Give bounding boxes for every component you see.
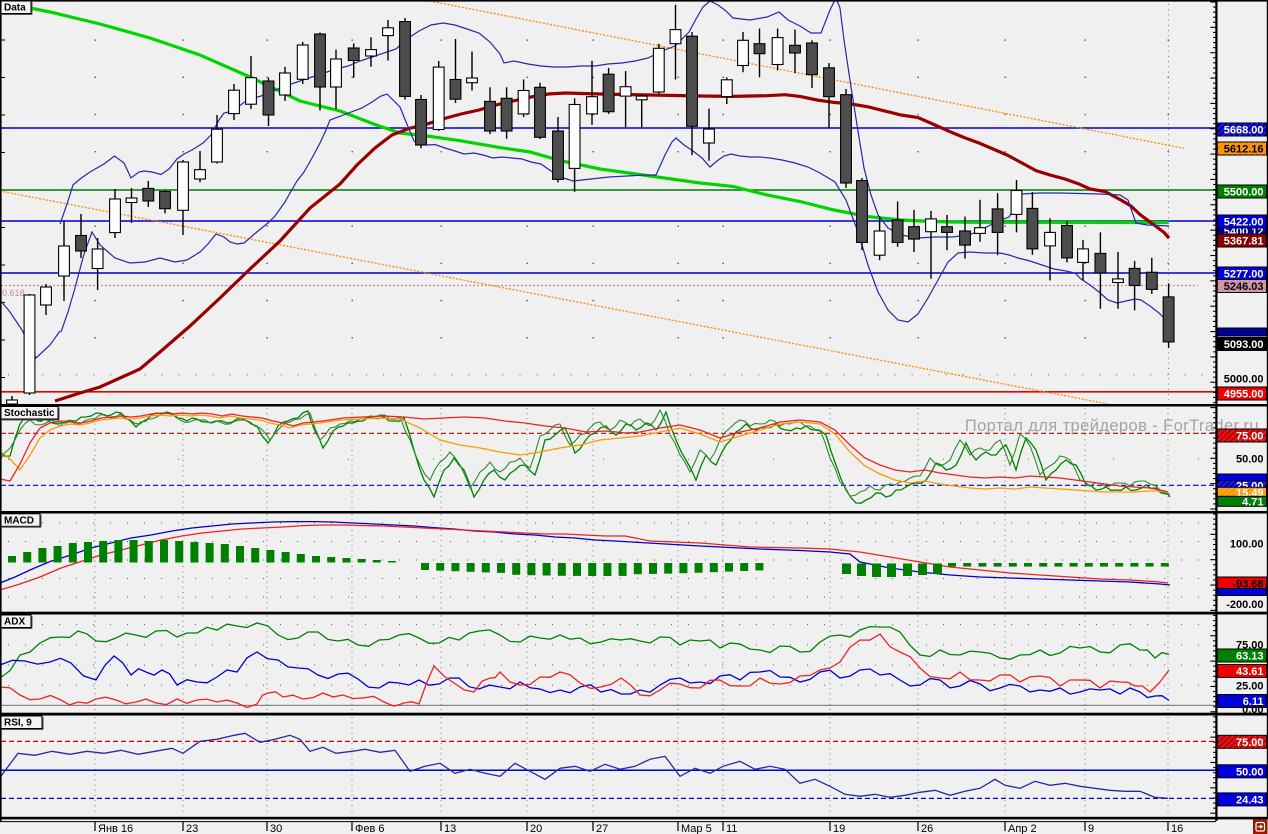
svg-text:50.00: 50.00 xyxy=(1236,454,1264,466)
svg-text:Апр 2: Апр 2 xyxy=(1008,823,1037,834)
svg-text:23: 23 xyxy=(186,823,198,834)
svg-text:5500.00: 5500.00 xyxy=(1224,187,1264,199)
svg-text:43.61: 43.61 xyxy=(1236,666,1264,678)
svg-text:6.11: 6.11 xyxy=(1243,696,1264,708)
svg-text:5277.00: 5277.00 xyxy=(1224,269,1264,281)
svg-text:25.00: 25.00 xyxy=(1236,681,1264,693)
svg-text:75.00: 75.00 xyxy=(1236,431,1264,443)
svg-text:9: 9 xyxy=(1088,823,1094,834)
svg-text:5612.16: 5612.16 xyxy=(1224,144,1264,156)
svg-text:RSI, 9: RSI, 9 xyxy=(4,718,32,729)
svg-text:5246.03: 5246.03 xyxy=(1224,281,1264,293)
svg-text:0.00: 0.00 xyxy=(1242,704,1263,716)
svg-text:63.13: 63.13 xyxy=(1236,651,1264,663)
svg-text:27: 27 xyxy=(596,823,608,834)
svg-text:-200.00: -200.00 xyxy=(1226,599,1263,611)
svg-text:5422.00: 5422.00 xyxy=(1224,217,1264,229)
svg-text:Портал для трейдеров - ForTrad: Портал для трейдеров - ForTrader.ru xyxy=(965,417,1259,435)
svg-text:MACD: MACD xyxy=(4,515,34,526)
svg-text:Янв 16: Янв 16 xyxy=(98,823,133,834)
svg-text:4.71: 4.71 xyxy=(1242,496,1263,508)
svg-text:4955.00: 4955.00 xyxy=(1224,389,1264,401)
svg-text:24.43: 24.43 xyxy=(1236,794,1264,806)
svg-text:13: 13 xyxy=(444,823,456,834)
svg-text:16: 16 xyxy=(1171,823,1183,834)
svg-text:-93.68: -93.68 xyxy=(1232,579,1263,591)
svg-text:Data: Data xyxy=(4,3,26,14)
svg-text:50.00: 50.00 xyxy=(1236,766,1264,778)
svg-text:30: 30 xyxy=(270,823,282,834)
svg-text:5367.81: 5367.81 xyxy=(1224,236,1264,248)
svg-text:11: 11 xyxy=(726,823,737,834)
svg-text:Мар 5: Мар 5 xyxy=(681,823,712,834)
svg-text:Stochastic: Stochastic xyxy=(4,408,55,419)
svg-text:26: 26 xyxy=(921,823,933,834)
svg-text:75.00: 75.00 xyxy=(1236,737,1264,749)
svg-text:Фев 6: Фев 6 xyxy=(355,823,385,834)
svg-text:5668.00: 5668.00 xyxy=(1224,125,1264,137)
svg-text:100.00: 100.00 xyxy=(1230,539,1264,551)
svg-text:ADX: ADX xyxy=(4,617,25,628)
svg-text:0.618: 0.618 xyxy=(2,288,25,298)
svg-text:20: 20 xyxy=(530,823,542,834)
svg-text:5000.00: 5000.00 xyxy=(1224,374,1264,386)
svg-text:5093.00: 5093.00 xyxy=(1224,339,1264,351)
svg-text:19: 19 xyxy=(833,823,845,834)
